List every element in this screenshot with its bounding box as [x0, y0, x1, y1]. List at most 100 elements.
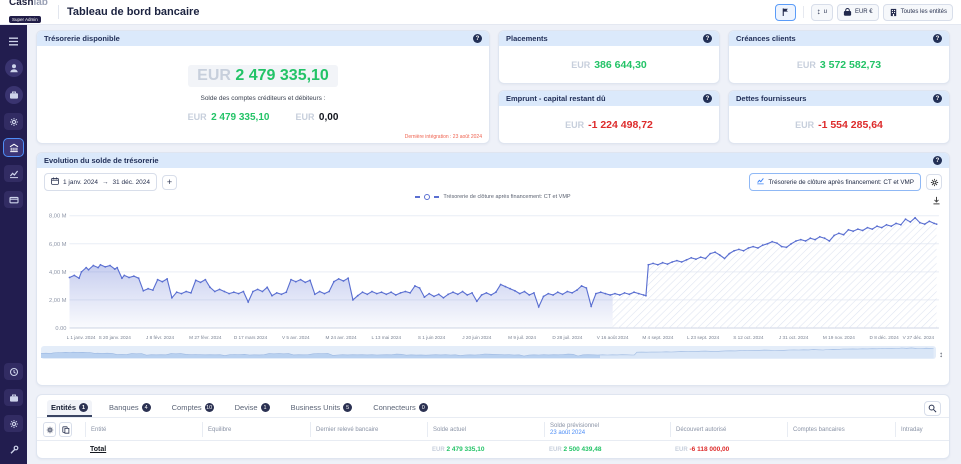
tab-count-badge: 4 [141, 403, 151, 412]
sidebar-item-payments[interactable] [4, 191, 23, 208]
app-logo[interactable]: Cashlab Super Admin [0, 0, 50, 26]
info-icon[interactable]: ? [933, 34, 942, 43]
legend-marker-icon [424, 194, 431, 200]
tab-devise[interactable]: Devise 1 [231, 400, 274, 417]
card-title: Dettes fournisseurs [736, 94, 807, 103]
tab-banques[interactable]: Banques 4 [105, 400, 155, 417]
total-solde-actuel: EUR 2 479 335,10 [432, 446, 485, 453]
supplier-debts-card: Dettes fournisseurs? EUR -1 554 285,64 [728, 90, 950, 144]
unit-selector-button[interactable]: ↕ u [810, 3, 833, 21]
card-title: Evolution du solde de trésorerie [44, 156, 159, 165]
building-icon [889, 8, 898, 17]
sidebar-item-banking-dashboard[interactable] [3, 138, 24, 157]
language-button[interactable] [774, 3, 796, 21]
currency-label: EUR € [854, 9, 873, 15]
chart-navigator[interactable]: ↕ [37, 344, 949, 367]
table-total-row[interactable]: Total EUR 2 479 335,10 EUR 2 500 439,48 … [37, 441, 949, 458]
card-title: Créances clients [736, 34, 796, 43]
kpi-value: 386 644,30 [594, 58, 647, 71]
column-header-comptes-bancaires[interactable]: Comptes bancaires [787, 422, 895, 437]
sidebar-item-settings[interactable] [4, 113, 23, 130]
balance-subtitle: Solde des comptes créditeurs et débiteur… [200, 94, 326, 102]
brand-light: lab [33, 0, 48, 8]
search-icon [928, 404, 937, 413]
sidebar-item-history[interactable] [4, 363, 23, 380]
tab-business-units[interactable]: Business Units 5 [287, 400, 357, 417]
tab-connecteurs[interactable]: Connecteurs 0 [369, 400, 432, 417]
table-header-row: Entité Equilibre Dernier relevé bancaire… [37, 418, 949, 441]
date-range-picker[interactable]: 1 janv. 2024 → 31 déc. 2024 [44, 173, 158, 191]
column-header-entite[interactable]: Entité [85, 422, 202, 437]
entities-filter-button[interactable]: Toutes les entités [882, 3, 953, 21]
company-briefcase-icon[interactable] [4, 86, 23, 104]
menu-toggle-icon[interactable] [4, 33, 23, 50]
info-icon[interactable]: ? [473, 34, 482, 43]
info-icon[interactable]: ? [933, 156, 942, 165]
legend-dash [415, 196, 421, 198]
user-avatar-icon[interactable] [4, 59, 23, 77]
column-header-equilibre[interactable]: Equilibre [202, 422, 310, 437]
navigator-track[interactable] [40, 346, 936, 364]
currency-prefix: EUR [795, 119, 815, 130]
total-solde-previsionnel: EUR 2 500 439,48 [549, 446, 602, 453]
navigator-handle-icon[interactable]: ↕ [939, 350, 943, 359]
search-button[interactable] [924, 401, 941, 416]
add-period-button[interactable]: + [162, 174, 178, 190]
chart-plot-area[interactable]: 8,00 M 6,00 M 4,00 M 2,00 M 0,00 [37, 200, 949, 335]
x-tick-label: S 1 juin 2024 [417, 335, 446, 340]
x-tick-label: M 19 nov. 2024 [822, 335, 855, 340]
sidebar-item-preferences[interactable] [4, 415, 23, 432]
card-header: Trésorerie disponible ? [37, 31, 489, 46]
legend-label: Trésorerie de clôture après financement:… [443, 194, 571, 200]
card-header: Evolution du solde de trésorerie ? [37, 153, 949, 168]
x-tick-label: L 1 janv. 2024 [66, 335, 96, 340]
kpi-value: -1 224 498,72 [588, 118, 653, 131]
tab-count-badge: 1 [79, 403, 89, 412]
navigator-svg [40, 346, 936, 359]
credit-balance: 2 479 335,10 [211, 111, 270, 123]
forecast-date-link[interactable]: 23 août 2024 [550, 430, 586, 436]
arrow-right-icon: → [101, 178, 109, 186]
total-decouvert-autorise: EUR -6 118 000,00 [675, 446, 730, 453]
info-icon[interactable]: ? [703, 94, 712, 103]
column-header-intraday[interactable]: Intraday [895, 422, 943, 437]
legend-dash [434, 196, 440, 198]
debit-balance: 0,00 [318, 111, 339, 123]
download-chart-icon[interactable] [932, 192, 941, 210]
x-tick-label: J 31 oct. 2024 [778, 335, 809, 340]
chart-settings-button[interactable] [926, 174, 942, 190]
line-chart-icon [756, 177, 765, 187]
currency-selector-button[interactable]: EUR € [836, 3, 879, 21]
series-selector-button[interactable]: Trésorerie de clôture après financement:… [749, 173, 921, 191]
admin-wrench-icon[interactable] [4, 441, 23, 458]
x-tick-label: M 9 juil. 2024 [508, 335, 537, 340]
main-content: Trésorerie disponible ? EUR 2 479 335,10… [27, 25, 961, 464]
sidebar [0, 25, 27, 464]
columns-button[interactable] [59, 422, 72, 437]
x-tick-label: S 20 janv. 2024 [98, 335, 131, 340]
sidebar-item-workspace[interactable] [4, 389, 23, 406]
tab-entites[interactable]: Entités 1 [47, 400, 93, 417]
chart-legend[interactable]: Trésorerie de clôture après financement:… [37, 192, 949, 205]
tab-comptes[interactable]: Comptes 10 [171, 403, 214, 412]
info-icon[interactable]: ? [933, 94, 942, 103]
svg-text:0,00: 0,00 [55, 326, 66, 330]
column-header-decouvert-autorise[interactable]: Découvert autorisé [670, 422, 787, 437]
info-icon[interactable]: ? [703, 34, 712, 43]
column-header-solde-previsionnel[interactable]: Solde prévisionnel 23 août 2024 [544, 422, 670, 437]
column-header-solde-actuel[interactable]: Solde actuel [427, 422, 544, 437]
currency-prefix: EUR [796, 59, 816, 70]
calendar-icon [51, 177, 59, 187]
treasury-chart-svg: 8,00 M 6,00 M 4,00 M 2,00 M 0,00 [49, 214, 939, 332]
table-settings-button[interactable] [43, 422, 56, 437]
unit-label: u [823, 9, 827, 15]
currency-prefix: EUR [565, 119, 585, 130]
kpi-value: 3 572 582,73 [819, 58, 882, 71]
svg-text:2,00 M: 2,00 M [49, 298, 67, 304]
x-tick-label: D 8 déc. 2024 [869, 335, 899, 340]
column-header-dernier-releve[interactable]: Dernier relevé bancaire [310, 422, 427, 437]
x-tick-label: M 24 avr. 2024 [325, 335, 357, 340]
divider [58, 5, 59, 19]
table-tools [43, 422, 85, 437]
sidebar-item-analytics[interactable] [4, 165, 23, 182]
